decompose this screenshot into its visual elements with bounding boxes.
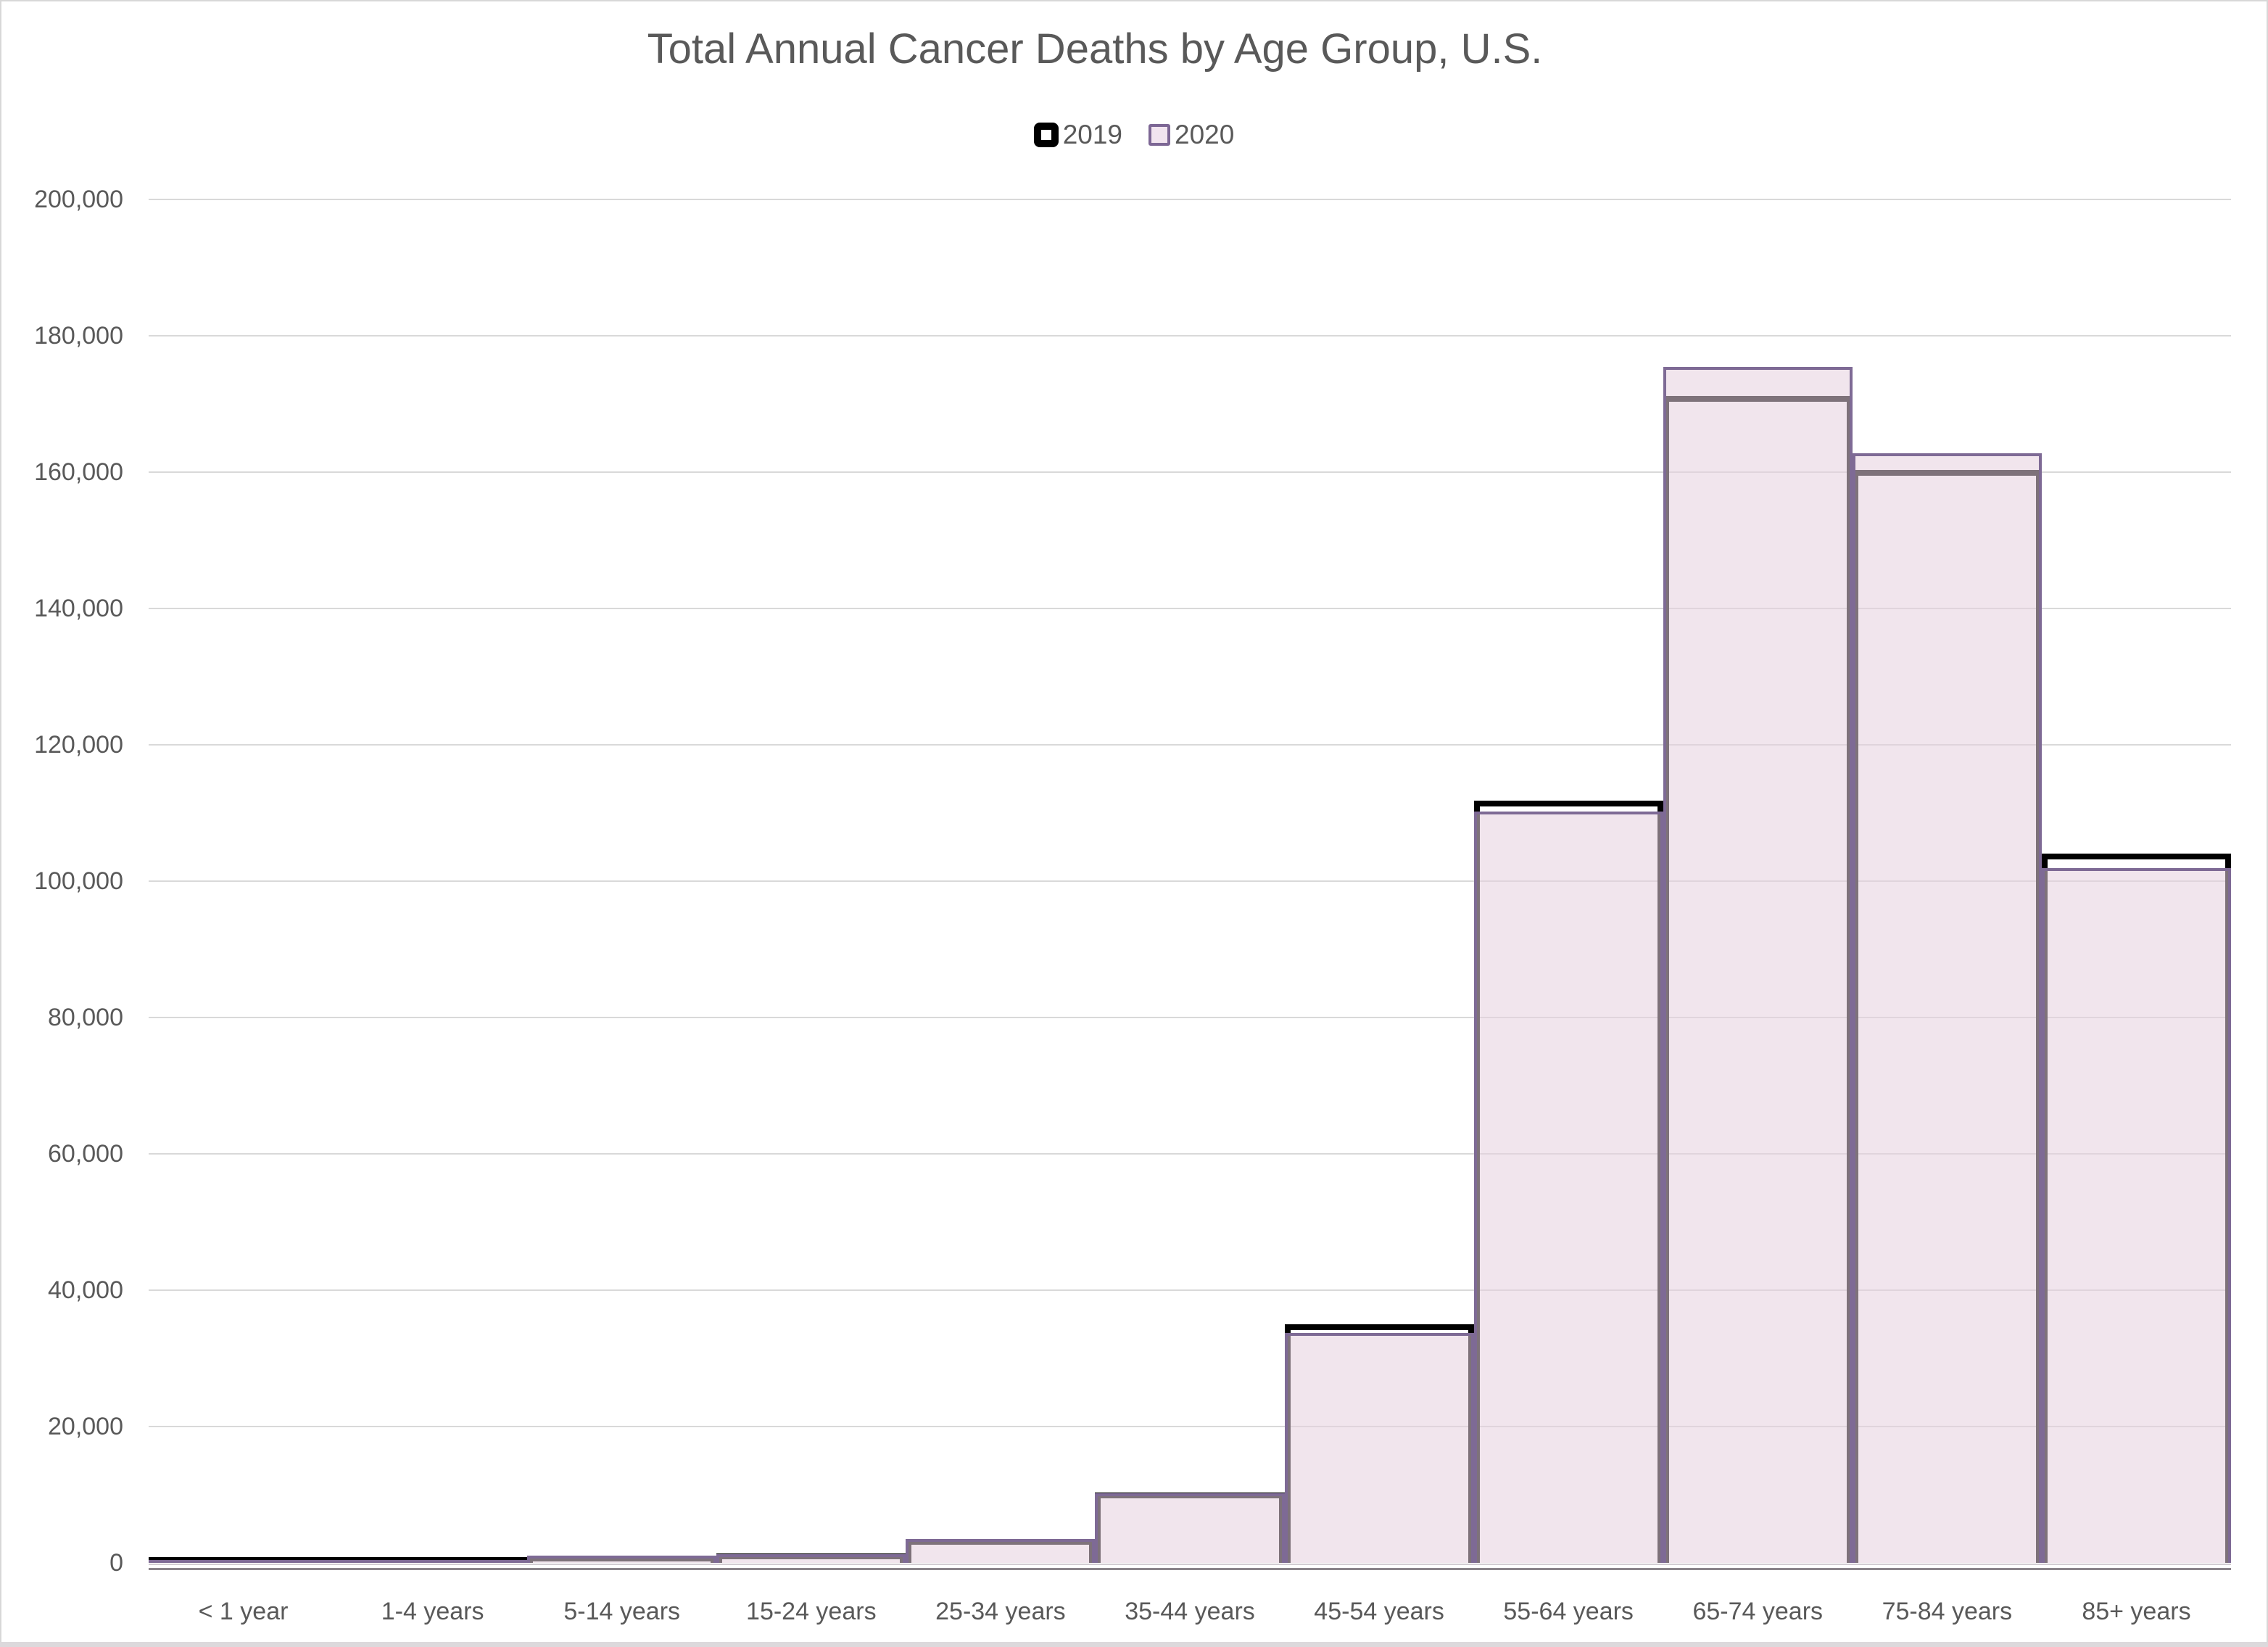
y-axis-tick-label: 60,000: [48, 1140, 123, 1168]
y-axis-tick-label: 120,000: [34, 731, 123, 759]
legend-swatch-2019-icon: [1033, 123, 1059, 147]
gridline: [149, 880, 2231, 882]
bar-2020: [1284, 1332, 1474, 1563]
bar-2020: [906, 1539, 1096, 1563]
x-axis-line: [149, 1564, 2231, 1565]
x-axis-category-label: 1-4 years: [381, 1598, 484, 1625]
legend-label-2019: 2019: [1062, 120, 1122, 149]
bar-2020: [1663, 367, 1853, 1563]
y-axis-tick-label: 140,000: [34, 595, 123, 622]
x-axis-category-label: 45-54 years: [1314, 1598, 1444, 1625]
bar-2020: [2041, 868, 2231, 1563]
chart-title: Total Annual Cancer Deaths by Age Group,…: [647, 25, 1543, 73]
chart-legend: 2019 2020: [0, 116, 2268, 154]
bar-2020: [1852, 453, 2042, 1563]
y-axis-tick-label: 180,000: [34, 322, 123, 350]
legend-swatch-2020-icon: [1149, 124, 1170, 146]
gridline: [149, 335, 2231, 337]
x-axis-category-label: 25-34 years: [935, 1598, 1066, 1625]
x-axis-line: [149, 1568, 2231, 1570]
legend-item-2020: 2020: [1149, 120, 1234, 150]
x-axis-category-label: < 1 year: [198, 1598, 289, 1625]
bar-2020: [338, 1560, 528, 1563]
bar-2020: [149, 1560, 339, 1563]
x-axis-category-label: 15-24 years: [746, 1598, 877, 1625]
x-axis-category-label: 65-74 years: [1692, 1598, 1824, 1625]
gridline: [149, 1289, 2231, 1291]
y-axis-tick-label: 160,000: [34, 458, 123, 486]
window-bottom-strip: [0, 1642, 2268, 1647]
bar-2020: [1095, 1493, 1285, 1563]
x-axis-category-label: 5-14 years: [563, 1598, 681, 1625]
y-axis-tick-label: 200,000: [34, 186, 123, 213]
x-axis-category-label: 75-84 years: [1882, 1598, 2013, 1625]
gridline: [149, 1153, 2231, 1155]
gridline: [149, 1426, 2231, 1427]
legend-label-2020: 2020: [1175, 120, 1235, 149]
gridline: [149, 744, 2231, 746]
y-axis-tick-label: 80,000: [48, 1004, 123, 1031]
y-axis-tick-label: 100,000: [34, 867, 123, 895]
y-axis-tick-label: 0: [109, 1549, 123, 1577]
y-axis-tick-label: 40,000: [48, 1276, 123, 1304]
gridline: [149, 608, 2231, 609]
x-axis-category-label: 55-64 years: [1503, 1598, 1634, 1625]
gridline: [149, 199, 2231, 200]
gridline: [149, 471, 2231, 473]
x-axis-category-label: 35-44 years: [1125, 1598, 1255, 1625]
bar-2020: [1473, 812, 1663, 1563]
legend-item-2019: 2019: [1033, 120, 1122, 150]
x-axis-category-label: 85+ years: [2082, 1598, 2191, 1625]
gridline: [149, 1017, 2231, 1018]
y-axis-tick-label: 20,000: [48, 1413, 123, 1440]
bar-2020: [716, 1553, 906, 1563]
bar-2020: [527, 1556, 717, 1563]
